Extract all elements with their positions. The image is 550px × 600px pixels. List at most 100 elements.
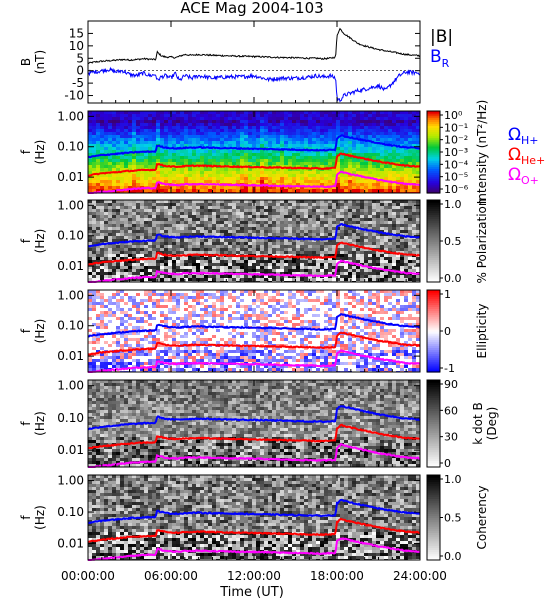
heatmap-cell-intensity [328,174,333,178]
heatmap-cell-polarization [168,215,173,219]
heatmap-cell-ellipticity [104,338,109,342]
heatmap-cell-intensity [276,132,281,136]
heatmap-cell-ellipticity [104,308,109,312]
heatmap-cell-intensity [272,120,277,124]
y-tick-label-intensity: 0.01 [57,170,84,184]
heatmap-cell-intensity [352,162,357,166]
heatmap-cell-intensity [140,117,145,121]
heatmap-cell-polarization [128,275,133,279]
heatmap-cell-polarization [212,248,217,252]
heatmap-cell-polarization [152,224,157,228]
heatmap-cell-intensity [340,174,345,178]
heatmap-cell-intensity [304,174,309,178]
heatmap-cell-polarization [388,248,393,252]
heatmap-cell-polarization [380,224,385,228]
heatmap-cell-polarization [352,236,357,240]
heatmap-cell-polarization [132,203,137,207]
heatmap-cell-polarization [196,224,201,228]
heatmap-cell-intensity [392,132,397,136]
heatmap-cell-intensity [276,114,281,118]
heatmap-cell-polarization [392,248,397,252]
heatmap-cell-intensity [252,153,257,157]
heatmap-cell-polarization [324,233,329,237]
colorbar-cell-polarization [427,267,440,271]
heatmap-cell-polarization [108,206,113,210]
heatmap-cell-polarization [180,251,185,255]
heatmap-cell-intensity [288,144,293,148]
heatmap-cell-polarization [88,224,93,228]
heatmap-cell-intensity [96,138,101,142]
heatmap-cell-intensity [396,171,401,175]
heatmap-cell-intensity [328,141,333,145]
heatmap-cell-intensity [392,171,397,175]
heatmap-cell-intensity [364,180,369,184]
heatmap-cell-polarization [148,248,153,252]
heatmap-cell-polarization [124,230,129,234]
heatmap-cell-intensity [336,132,341,136]
heatmap-cell-intensity [160,141,165,145]
heatmap-cell-intensity [248,123,253,127]
heatmap-cell-polarization [236,245,241,249]
y-tick-label-polarization: 1.00 [57,198,84,212]
heatmap-cell-polarization [220,248,225,252]
heatmap-cell-intensity [188,123,193,127]
heatmap-cell-intensity [300,117,305,121]
heatmap-cell-intensity [212,144,217,148]
colorbar-cell-polarization [427,234,440,238]
heatmap-cell-polarization [164,269,169,273]
heatmap-cell-intensity [312,189,317,193]
heatmap-cell-polarization [92,212,97,216]
heatmap-cell-intensity [100,129,105,133]
heatmap-cell-intensity [416,150,421,154]
heatmap-cell-polarization [228,218,233,222]
heatmap-cell-polarization [108,245,113,249]
heatmap-cell-intensity [224,114,229,118]
heatmap-cell-intensity [120,183,125,187]
heatmap-cell-intensity [316,171,321,175]
heatmap-cell-intensity [280,153,285,157]
heatmap-cell-intensity [244,168,249,172]
heatmap-cell-intensity [296,141,301,145]
heatmap-cell-intensity [244,180,249,184]
heatmap-cell-polarization [96,227,101,231]
heatmap-cell-polarization [260,263,265,267]
heatmap-cell-polarization [152,215,157,219]
heatmap-cell-intensity [216,135,221,139]
heatmap-cell-polarization [188,251,193,255]
heatmap-cell-intensity [100,156,105,160]
heatmap-cell-polarization [360,236,365,240]
heatmap-cell-intensity [204,138,209,142]
heatmap-cell-intensity [192,156,197,160]
heatmap-cell-intensity [252,180,257,184]
heatmap-cell-intensity [116,123,121,127]
heatmap-cell-polarization [348,242,353,246]
heatmap-cell-polarization [324,212,329,216]
heatmap-cell-polarization [156,248,161,252]
heatmap-cell-polarization [152,218,157,222]
heatmap-cell-polarization [108,266,113,270]
heatmap-cell-intensity [260,189,265,193]
heatmap-cell-polarization [324,221,329,225]
heatmap-cell-intensity [204,150,209,154]
heatmap-cell-polarization [404,233,409,237]
heatmap-cell-intensity [240,177,245,181]
heatmap-cell-polarization [264,251,269,255]
heatmap-cell-polarization [208,227,213,231]
heatmap-cell-intensity [264,132,269,136]
heatmap-cell-polarization [152,233,157,237]
heatmap-cell-intensity [180,174,185,178]
heatmap-cell-polarization [212,218,217,222]
heatmap-cell-polarization [376,263,381,267]
heatmap-cell-polarization [296,254,301,258]
heatmap-cell-polarization [304,251,309,255]
heatmap-cell-polarization [380,221,385,225]
heatmap-cell-polarization [92,200,97,204]
heatmap-cell-polarization [272,215,277,219]
heatmap-cell-intensity [376,129,381,133]
heatmap-cell-intensity [192,186,197,190]
heatmap-cell-intensity [356,120,361,124]
heatmap-cell-ellipticity [88,296,93,300]
colorbar-tick-label-intensity: 10⁻¹ [444,121,468,134]
heatmap-cell-polarization [236,203,241,207]
heatmap-cell-intensity [252,138,257,142]
